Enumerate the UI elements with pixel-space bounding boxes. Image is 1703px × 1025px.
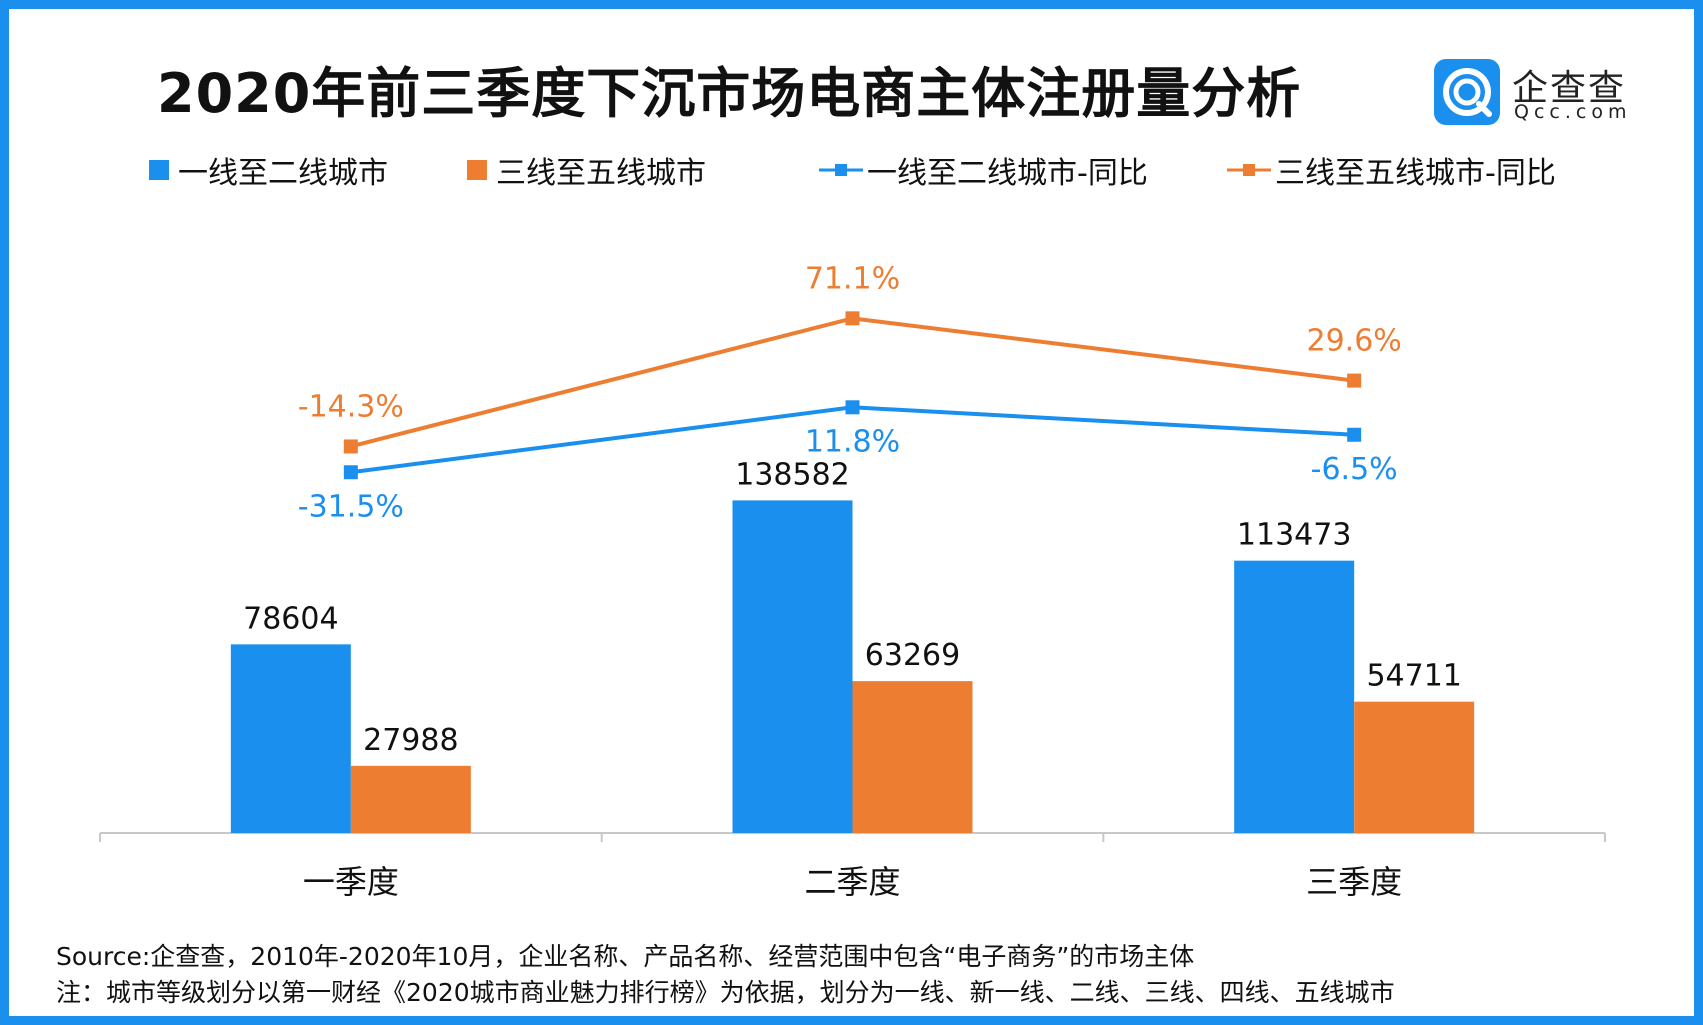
legend-item-tier1-2-line: 一线至二线城市-同比 (819, 152, 1148, 191)
line-value-label: -31.5% (298, 489, 404, 524)
legend-swatch-orange-line (1227, 164, 1271, 176)
line-value-label: -6.5% (1311, 452, 1398, 487)
legend-item-tier3-5-bar: 三线至五线城市 (467, 152, 706, 191)
line-marker (343, 465, 358, 480)
brand-logo: 企查查 Qcc.com (1434, 59, 1634, 125)
legend-label: 一线至二线城市 (178, 156, 388, 191)
footer-note: 注：城市等级划分以第一财经《2020城市商业魅力排行榜》为依据，划分为一线、新一… (56, 978, 1395, 1007)
logo-name-cn: 企查查 (1512, 68, 1627, 109)
line-value-label: 11.8% (805, 424, 900, 459)
line-marker (1347, 373, 1362, 388)
line-value-label: 71.1% (805, 261, 900, 296)
legend-swatch-orange-square (467, 160, 487, 180)
x-tick-label: 二季度 (804, 863, 900, 901)
bar-tier3-5 (852, 681, 973, 833)
bar-value-label: 27988 (363, 723, 458, 758)
line-marker (845, 311, 860, 326)
chart-title: 2020年前三季度下沉市场电商主体注册量分析 (157, 62, 1302, 125)
bar-tier1-2 (1234, 560, 1355, 833)
x-tick-label: 三季度 (1306, 863, 1402, 901)
logo-name-en: Qcc.com (1514, 101, 1632, 123)
legend-label: 三线至五线城市 (496, 156, 706, 191)
qcc-logo-icon (1434, 59, 1500, 125)
legend-label: 一线至二线城市-同比 (867, 156, 1148, 191)
bar-value-label: 138582 (735, 457, 850, 492)
bar-tier3-5 (350, 765, 471, 833)
line-marker (343, 439, 358, 454)
legend-item-tier1-2-bar: 一线至二线城市 (149, 152, 388, 191)
bar-value-label: 78604 (243, 601, 338, 636)
bar-tier3-5 (1354, 701, 1475, 833)
footer-source: Source:企查查，2010年-2020年10月，企业名称、产品名称、经营范围… (56, 942, 1195, 971)
x-tick-label: 一季度 (303, 863, 399, 901)
bar-value-label: 63269 (865, 638, 960, 673)
line-value-label: 29.6% (1307, 324, 1402, 359)
bar-tier1-2 (230, 644, 351, 833)
bar-value-label: 54711 (1366, 659, 1461, 694)
legend-swatch-blue-line (819, 164, 863, 176)
legend-swatch-blue-square (149, 160, 169, 180)
line-marker (845, 400, 860, 415)
line-value-label: -14.3% (298, 389, 404, 424)
legend-label: 三线至五线城市-同比 (1275, 156, 1556, 191)
bar-value-label: 113473 (1237, 518, 1352, 553)
line-marker (1347, 427, 1362, 442)
bar-tier1-2 (732, 500, 853, 833)
legend-item-tier3-5-line: 三线至五线城市-同比 (1227, 152, 1556, 191)
